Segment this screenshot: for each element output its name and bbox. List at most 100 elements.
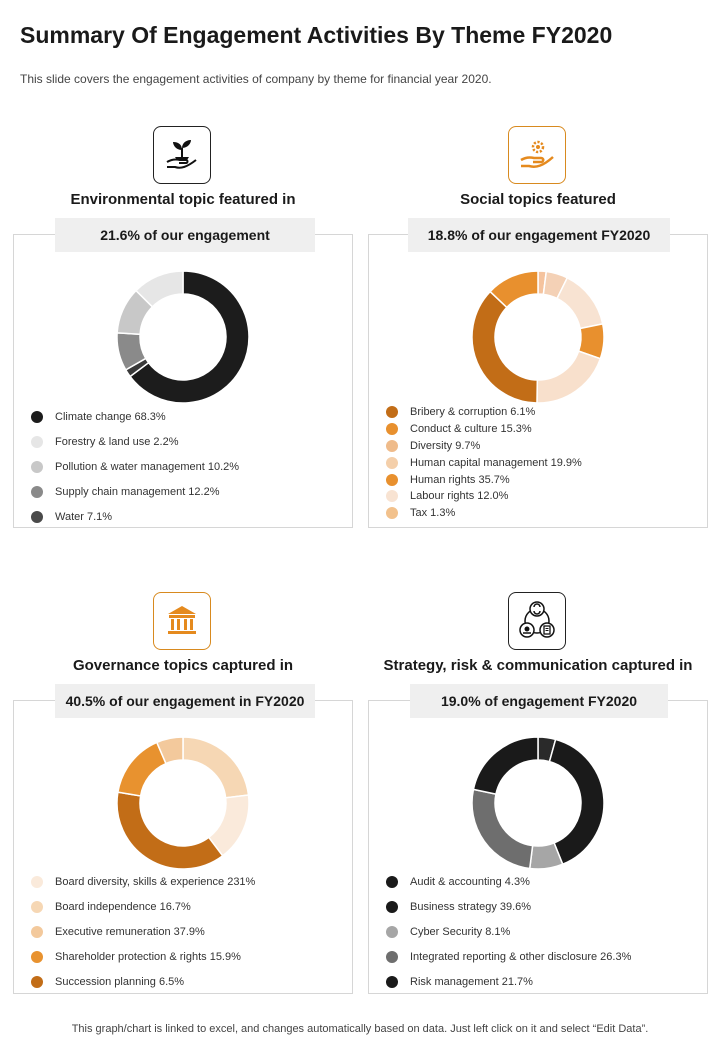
- legend-item: Water 7.1%: [31, 504, 239, 529]
- legend-item: Succession planning 6.5%: [31, 969, 255, 994]
- governance-banner: 40.5% of our engagement in FY2020: [55, 684, 315, 718]
- legend-label: Labour rights 12.0%: [410, 490, 509, 503]
- legend-label: Climate change 68.3%: [55, 410, 166, 423]
- strategy-quadrant: Strategy, risk & communication captured …: [368, 592, 708, 1062]
- legend-swatch: [386, 950, 398, 963]
- legend-swatch: [386, 901, 398, 914]
- legend-swatch: [31, 435, 43, 448]
- legend-item: Board independence 16.7%: [31, 895, 255, 920]
- social-quadrant: Social topics featured 18.8% of our enga…: [368, 126, 708, 596]
- legend-item: Shareholder protection & rights 15.9%: [31, 944, 255, 969]
- environmental-quadrant: Environmental topic featured in 21.6% of…: [13, 126, 353, 596]
- social-title: Social topics featured: [460, 191, 616, 208]
- legend-label: Diversity 9.7%: [410, 439, 481, 452]
- donut-slice: [489, 270, 539, 309]
- governance-quadrant: Governance topics captured in 40.5% of o…: [13, 592, 353, 1062]
- legend-label: Pollution & water management 10.2%: [55, 460, 240, 473]
- donut-slice: [129, 270, 250, 404]
- legend-item: Business strategy 39.6%: [386, 895, 631, 920]
- governance-donut: [116, 736, 250, 870]
- legend-swatch: [31, 901, 43, 914]
- legend-label: Supply chain management 12.2%: [55, 485, 220, 498]
- legend-swatch: [386, 490, 398, 503]
- legend-label: Shareholder protection & rights 15.9%: [55, 950, 241, 963]
- legend-swatch: [31, 975, 43, 988]
- plant-in-hand-icon: [153, 126, 211, 184]
- donut-slice: [471, 788, 534, 870]
- legend-item: Human rights 35.7%: [386, 471, 582, 488]
- donut-slice: [182, 736, 250, 799]
- legend-label: Water 7.1%: [55, 510, 113, 523]
- legend-label: Human rights 35.7%: [410, 473, 510, 486]
- legend-swatch: [31, 876, 43, 889]
- legend-label: Board diversity, skills & experience 231…: [55, 876, 256, 889]
- strategy-banner: 19.0% of engagement FY2020: [410, 684, 668, 718]
- legend-swatch: [386, 507, 398, 520]
- social-donut: [471, 270, 605, 404]
- legend-item: Audit & accounting 4.3%: [386, 870, 631, 895]
- environmental-title: Environmental topic featured in: [70, 191, 296, 208]
- legend-label: Audit & accounting 4.3%: [410, 876, 530, 889]
- environmental-legend: Climate change 68.3% Forestry & land use …: [31, 404, 239, 529]
- legend-swatch: [386, 456, 398, 469]
- environmental-donut: [116, 270, 250, 404]
- gear-in-hand-icon: [508, 126, 566, 184]
- legend-item: Pollution & water management 10.2%: [31, 454, 239, 479]
- donut-slice: [548, 738, 605, 866]
- legend-swatch: [31, 485, 43, 498]
- legend-item: Diversity 9.7%: [386, 438, 582, 455]
- legend-item: Human capital management 19.9%: [386, 454, 582, 471]
- legend-label: Succession planning 6.5%: [55, 975, 185, 988]
- legend-swatch: [386, 975, 398, 988]
- page-subtitle: This slide covers the engagement activit…: [20, 72, 492, 86]
- legend-item: Integrated reporting & other disclosure …: [386, 944, 631, 969]
- legend-label: Forestry & land use 2.2%: [55, 435, 179, 448]
- legend-label: Cyber Security 8.1%: [410, 925, 511, 938]
- legend-swatch: [386, 406, 398, 419]
- environmental-banner: 21.6% of our engagement: [55, 218, 315, 252]
- social-banner: 18.8% of our engagement FY2020: [408, 218, 670, 252]
- legend-item: Labour rights 12.0%: [386, 488, 582, 505]
- legend-label: Board independence 16.7%: [55, 901, 191, 914]
- legend-item: Bribery & corruption 6.1%: [386, 404, 582, 421]
- strategy-legend: Audit & accounting 4.3% Business strategy…: [386, 870, 631, 994]
- legend-swatch: [386, 439, 398, 452]
- legend-label: Executive remuneration 37.9%: [55, 925, 205, 938]
- legend-swatch: [386, 473, 398, 486]
- donut-slice: [134, 270, 184, 308]
- legend-item: Forestry & land use 2.2%: [31, 429, 239, 454]
- legend-swatch: [31, 460, 43, 473]
- legend-item: Tax 1.3%: [386, 505, 582, 522]
- social-legend: Bribery & corruption 6.1% Conduct & cultu…: [386, 404, 582, 522]
- governance-title: Governance topics captured in: [72, 657, 294, 674]
- legend-swatch: [31, 510, 43, 523]
- legend-item: Climate change 68.3%: [31, 404, 239, 429]
- donut-slice: [155, 736, 184, 765]
- donut-slice: [536, 350, 602, 404]
- strategy-donut: [471, 736, 605, 870]
- donut-slice: [472, 736, 539, 796]
- legend-swatch: [31, 925, 43, 938]
- donut-slice: [471, 290, 539, 404]
- legend-item: Executive remuneration 37.9%: [31, 920, 255, 945]
- legend-item: Board diversity, skills & experience 231…: [31, 870, 255, 895]
- legend-item: Risk management 21.7%: [386, 969, 631, 994]
- legend-label: Integrated reporting & other disclosure …: [410, 950, 632, 963]
- footer-note: This graph/chart is linked to excel, and…: [71, 1023, 649, 1035]
- network-icon: [508, 592, 566, 650]
- legend-label: Bribery & corruption 6.1%: [410, 406, 536, 419]
- donut-slice: [116, 791, 224, 870]
- page-title: Summary Of Engagement Activities By Them…: [20, 22, 613, 48]
- legend-swatch: [31, 410, 43, 423]
- legend-item: Cyber Security 8.1%: [386, 920, 631, 945]
- legend-label: Tax 1.3%: [410, 507, 456, 520]
- governance-legend: Board diversity, skills & experience 231…: [31, 870, 255, 994]
- legend-swatch: [31, 950, 43, 963]
- donut-slice: [556, 276, 604, 330]
- legend-swatch: [386, 876, 398, 889]
- legend-swatch: [386, 423, 398, 436]
- strategy-title: Strategy, risk & communication captured …: [383, 657, 693, 674]
- legend-item: Conduct & culture 15.3%: [386, 421, 582, 438]
- bank-building-icon: [153, 592, 211, 650]
- legend-label: Human capital management 19.9%: [410, 456, 582, 469]
